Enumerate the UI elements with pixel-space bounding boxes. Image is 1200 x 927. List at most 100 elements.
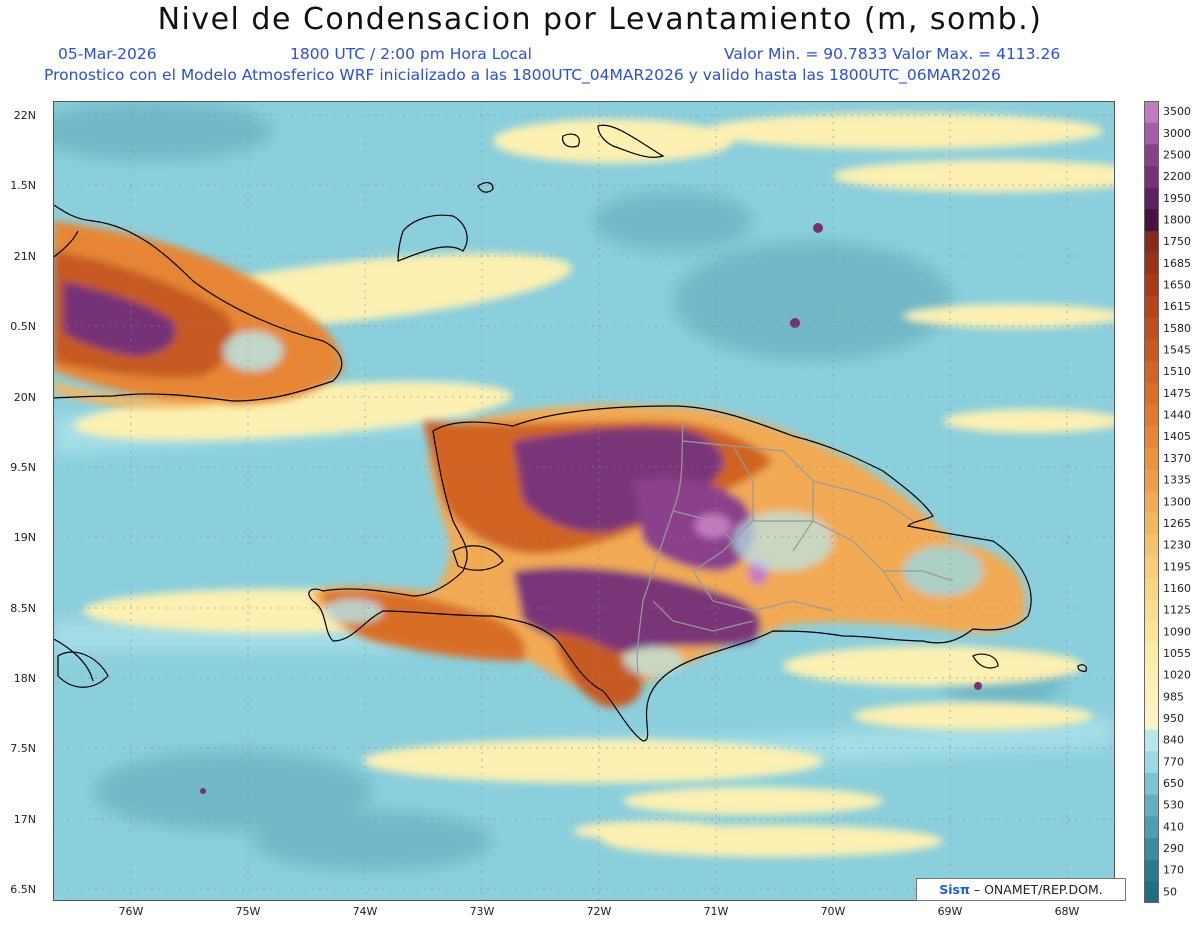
legend-label: 1440 <box>1163 409 1191 422</box>
legend-swatch <box>1144 187 1159 210</box>
legend-swatch <box>1144 231 1159 254</box>
legend-swatch <box>1144 404 1159 427</box>
lat-label: 21N <box>13 250 36 263</box>
map-title: Nivel de Condensacion por Levantamiento … <box>157 2 1043 37</box>
legend-swatch <box>1144 512 1159 536</box>
credit-box: Sisπ – ONAMET/REP.DOM. <box>916 878 1126 901</box>
legend-label: 1545 <box>1163 344 1191 357</box>
legend-label: 2500 <box>1163 148 1191 161</box>
lat-label: 17N <box>13 813 36 826</box>
legend-label: 1055 <box>1163 647 1191 660</box>
legend-swatch <box>1144 166 1159 189</box>
legend-label: 1300 <box>1163 495 1191 508</box>
legend-label: 985 <box>1163 690 1184 703</box>
legend-swatch <box>1144 816 1159 839</box>
legend-swatch <box>1144 707 1159 731</box>
province-borders <box>636 420 954 692</box>
lat-label: 19N <box>13 531 36 544</box>
legend-swatch <box>1144 534 1159 557</box>
legend-label: 3500 <box>1163 105 1191 118</box>
lon-label: 74W <box>352 905 378 918</box>
legend-label: 50 <box>1163 885 1177 898</box>
lat-label: 7.5N <box>10 742 36 755</box>
legend-swatch <box>1144 469 1159 492</box>
legend-label: 1335 <box>1163 474 1191 487</box>
legend-swatch <box>1144 772 1159 796</box>
lon-label: 68W <box>1054 905 1080 918</box>
legend-swatch <box>1144 296 1159 319</box>
legend-swatch <box>1144 361 1159 384</box>
legend-label: 2200 <box>1163 170 1191 183</box>
legend-swatch <box>1144 599 1159 622</box>
legend-swatch <box>1144 859 1159 882</box>
legend-swatch <box>1144 339 1159 362</box>
legend-swatch <box>1144 252 1159 275</box>
lat-label: 20N <box>13 391 36 404</box>
legend-swatch <box>1144 621 1159 644</box>
legend-label: 1800 <box>1163 213 1191 226</box>
legend-label: 1950 <box>1163 192 1191 205</box>
legend-swatch <box>1144 122 1159 145</box>
lon-label: 76W <box>118 905 144 918</box>
color-legend: 3500 3000 2500 2200 1950 1800 1750 1685 1650 1615… <box>1144 101 1191 903</box>
legend-label: 650 <box>1163 777 1184 790</box>
legend-label: 1510 <box>1163 365 1191 378</box>
legend-label: 950 <box>1163 712 1184 725</box>
lat-label: 0.5N <box>10 320 36 333</box>
legend-swatch <box>1144 556 1159 579</box>
credit-org: – ONAMET/REP.DOM. <box>973 882 1103 897</box>
lon-label: 72W <box>586 905 612 918</box>
legend-label: 1090 <box>1163 625 1191 638</box>
legend-label: 1650 <box>1163 278 1191 291</box>
legend-swatch <box>1144 447 1159 470</box>
legend-label: 1195 <box>1163 560 1191 573</box>
legend-label: 1685 <box>1163 257 1191 270</box>
legend-label: 770 <box>1163 755 1184 768</box>
lat-label: 22N <box>13 109 36 122</box>
legend-swatch <box>1144 794 1159 817</box>
legend-label: 290 <box>1163 842 1184 855</box>
lat-label: 8.5N <box>10 602 36 615</box>
legend-swatch <box>1144 426 1159 449</box>
legend-label: 1580 <box>1163 322 1191 335</box>
lat-label: 1.5N <box>10 179 36 192</box>
lcl-map <box>53 101 1115 901</box>
legend-swatch <box>1144 577 1159 601</box>
legend-label: 410 <box>1163 820 1184 833</box>
legend-swatch <box>1144 881 1159 903</box>
legend-swatch <box>1144 101 1159 124</box>
model-note: Pronostico con el Modelo Atmosferico WRF… <box>44 66 1001 84</box>
sispi-logo: Sisπ <box>939 882 970 897</box>
legend-swatch <box>1144 664 1159 687</box>
legend-label: 1230 <box>1163 539 1191 552</box>
legend-label: 1475 <box>1163 387 1191 400</box>
field-layer <box>53 101 1115 901</box>
lon-label: 70W <box>820 905 846 918</box>
legend-swatch <box>1144 209 1159 232</box>
legend-label: 1750 <box>1163 235 1191 248</box>
legend-swatch <box>1144 144 1159 167</box>
legend-label: 1265 <box>1163 517 1191 530</box>
legend-swatch <box>1144 729 1159 752</box>
legend-swatch <box>1144 837 1159 861</box>
legend-swatch <box>1144 491 1159 514</box>
legend-swatch <box>1144 317 1159 340</box>
lon-label: 71W <box>703 905 729 918</box>
forecast-time: 1800 UTC / 2:00 pm Hora Local <box>290 45 532 63</box>
legend-frame <box>1144 101 1159 903</box>
legend-label: 1370 <box>1163 452 1191 465</box>
legend-label: 1020 <box>1163 669 1191 682</box>
legend-label: 3000 <box>1163 127 1191 140</box>
coastlines <box>53 124 1088 742</box>
lat-label: 18N <box>13 672 36 685</box>
lat-label: 6.5N <box>10 883 36 896</box>
lon-label: 75W <box>235 905 261 918</box>
lon-label: 69W <box>937 905 963 918</box>
legend-swatch <box>1144 382 1159 405</box>
lon-label: 73W <box>469 905 495 918</box>
lat-label: 9.5N <box>10 461 36 474</box>
legend-swatch <box>1144 686 1159 709</box>
legend-swatch <box>1144 751 1159 774</box>
legend-label: 170 <box>1163 864 1184 877</box>
legend-swatch <box>1144 642 1159 666</box>
